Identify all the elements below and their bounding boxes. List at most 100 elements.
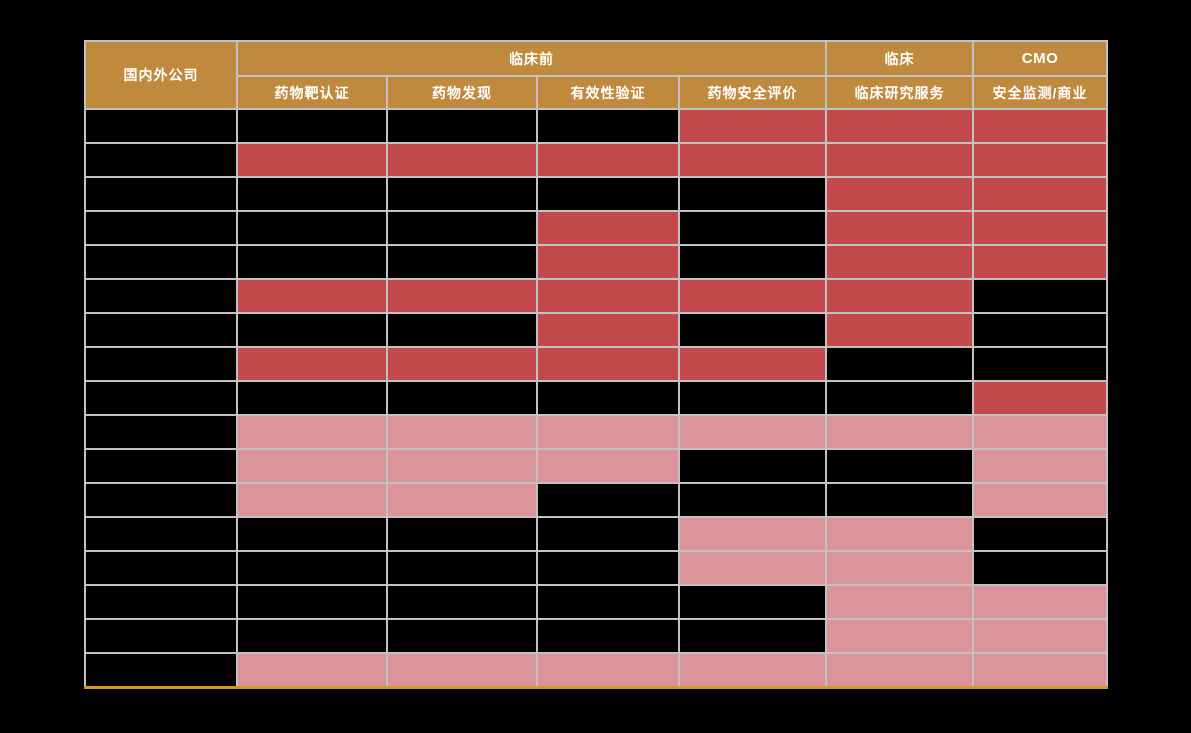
matrix-cell-pink (386, 448, 538, 484)
matrix-cell-pink (386, 482, 538, 518)
subheader-drug-target-validation: 药物靶认证 (236, 75, 388, 110)
company-cell (84, 618, 238, 654)
table-row (84, 448, 1108, 484)
matrix-cell-none (236, 550, 388, 586)
matrix-cell-none (236, 312, 388, 348)
matrix-cell-none (972, 278, 1108, 314)
group-header-preclinical: 临床前 (236, 40, 827, 77)
matrix-cell-red (536, 244, 680, 280)
matrix-cell-red (536, 142, 680, 178)
matrix-cell-none (236, 210, 388, 246)
table-row (84, 414, 1108, 450)
header-sub-row: 药物靶认证 药物发现 有效性验证 药物安全评价 临床研究服务 安全监测/商业 (85, 75, 1108, 110)
table-row (84, 516, 1108, 552)
table-row (84, 550, 1108, 586)
matrix-cell-none (972, 550, 1108, 586)
matrix-cell-none (536, 380, 680, 416)
matrix-cell-red (236, 278, 388, 314)
matrix-cell-none (678, 584, 827, 620)
matrix-cell-red (972, 142, 1108, 178)
matrix-cell-pink (236, 414, 388, 450)
matrix-cell-none (678, 618, 827, 654)
table-row (84, 346, 1108, 382)
matrix-cell-red (972, 210, 1108, 246)
subheader-safety-monitoring-commercial: 安全监测/商业 (972, 75, 1108, 110)
matrix-cell-none (536, 550, 680, 586)
company-cell (84, 550, 238, 586)
matrix-cell-red (236, 142, 388, 178)
matrix-cell-none (678, 312, 827, 348)
matrix-cell-none (678, 244, 827, 280)
matrix-cell-none (678, 482, 827, 518)
group-header-clinical: 临床 (825, 40, 974, 77)
table-row (84, 652, 1108, 688)
company-cell (84, 312, 238, 348)
matrix-cell-red (825, 312, 974, 348)
matrix-cell-none (536, 482, 680, 518)
matrix-cell-pink (825, 652, 974, 688)
matrix-cell-red (972, 176, 1108, 212)
matrix-cell-none (972, 516, 1108, 552)
matrix-cell-pink (236, 482, 388, 518)
matrix-cell-pink (536, 652, 680, 688)
matrix-cell-pink (825, 618, 974, 654)
matrix-cell-none (386, 380, 538, 416)
matrix-cell-none (386, 176, 538, 212)
matrix-cell-none (236, 584, 388, 620)
table-row (84, 380, 1108, 416)
matrix-cell-pink (825, 516, 974, 552)
matrix-cell-none (236, 176, 388, 212)
company-cell (84, 482, 238, 518)
matrix-cell-pink (825, 584, 974, 620)
matrix-cell-red (825, 108, 974, 144)
table-row (84, 176, 1108, 212)
table-row (84, 244, 1108, 280)
table-header: 国内外公司 临床前 临床 CMO 药物靶认证 药物发现 有效性验证 药物安全评价… (84, 40, 1108, 110)
matrix-cell-none (678, 176, 827, 212)
matrix-cell-none (386, 210, 538, 246)
matrix-cell-red (825, 244, 974, 280)
table-row (84, 142, 1108, 178)
company-cell (84, 414, 238, 450)
matrix-cell-pink (972, 618, 1108, 654)
matrix-cell-none (972, 312, 1108, 348)
matrix-cell-red (536, 278, 680, 314)
matrix-cell-red (825, 278, 974, 314)
table-row (84, 584, 1108, 620)
matrix-cell-red (386, 346, 538, 382)
company-cell (84, 448, 238, 484)
matrix-cell-red (386, 142, 538, 178)
matrix-cell-pink (236, 448, 388, 484)
company-cell (84, 142, 238, 178)
matrix-cell-none (386, 584, 538, 620)
company-cell (84, 346, 238, 382)
matrix-cell-pink (236, 652, 388, 688)
matrix-cell-none (386, 550, 538, 586)
matrix-cell-red (825, 210, 974, 246)
company-cell (84, 380, 238, 416)
matrix-cell-red (825, 142, 974, 178)
subheader-clinical-research-services: 临床研究服务 (825, 75, 974, 110)
company-cell (84, 652, 238, 688)
matrix-cell-none (236, 516, 388, 552)
matrix-cell-pink (536, 414, 680, 450)
matrix-cell-none (536, 516, 680, 552)
subheader-drug-safety-evaluation: 药物安全评价 (678, 75, 827, 110)
matrix-cell-none (386, 618, 538, 654)
header-group-row: 国内外公司 临床前 临床 CMO (84, 40, 1108, 110)
company-cell (84, 244, 238, 280)
matrix-cell-none (236, 380, 388, 416)
matrix-cell-none (536, 176, 680, 212)
matrix-cell-red (536, 346, 680, 382)
matrix-cell-red (536, 210, 680, 246)
matrix-cell-red (972, 380, 1108, 416)
matrix-cell-red (825, 176, 974, 212)
matrix-cell-red (972, 108, 1108, 144)
company-cell (84, 176, 238, 212)
company-column-header: 国内外公司 (84, 40, 238, 110)
matrix-cell-red (386, 278, 538, 314)
matrix-cell-pink (972, 482, 1108, 518)
matrix-cell-none (236, 244, 388, 280)
matrix-cell-none (678, 448, 827, 484)
